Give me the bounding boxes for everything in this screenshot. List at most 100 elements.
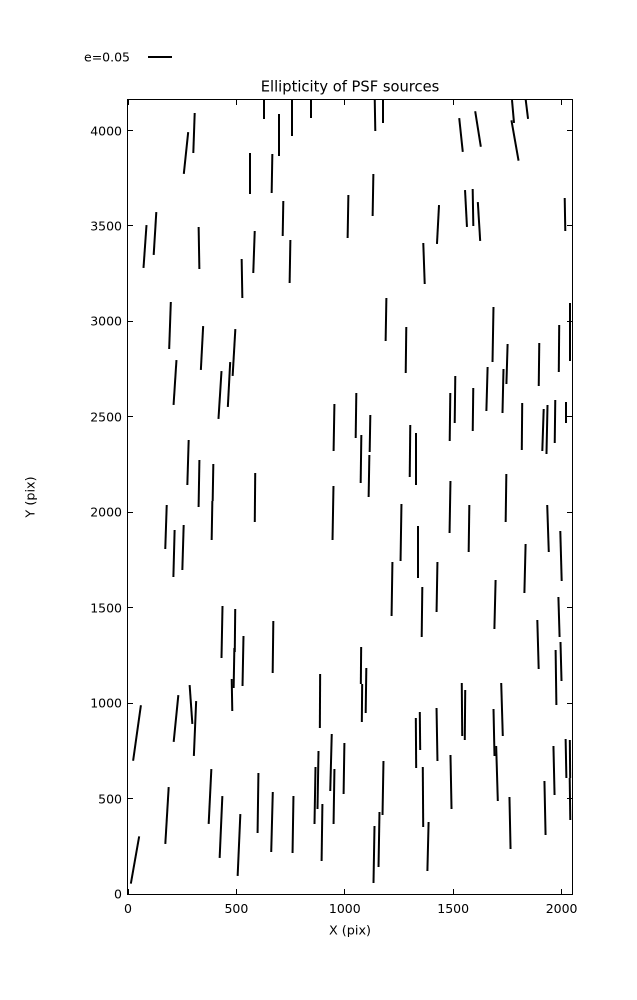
ellipticity-segment xyxy=(474,111,482,148)
ellipticity-segment xyxy=(377,812,381,868)
ellipticity-segment xyxy=(192,112,196,153)
legend-label: e=0.05 xyxy=(84,49,130,65)
ellipticity-segment xyxy=(253,473,257,523)
ellipticity-segment xyxy=(241,635,245,687)
x-tick-top xyxy=(561,100,563,105)
ellipticity-segment xyxy=(270,153,274,194)
ellipticity-segment xyxy=(182,132,190,175)
ellipticity-segment xyxy=(495,745,500,802)
x-axis-label: X (pix) xyxy=(328,923,372,939)
y-tick-right xyxy=(567,320,572,322)
ellipticity-segment xyxy=(342,743,346,795)
ellipticity-segment xyxy=(414,718,418,769)
ellipticity-segment xyxy=(256,773,260,834)
y-tick-right xyxy=(567,798,572,800)
ellipticity-segment xyxy=(448,392,451,442)
ellipticity-segment xyxy=(131,704,142,761)
ellipticity-segment xyxy=(251,230,256,273)
ellipticity-segment xyxy=(541,408,545,451)
ellipticity-segment xyxy=(188,685,194,725)
ellipticity-segment xyxy=(364,668,367,714)
ellipticity-segment xyxy=(369,414,372,452)
ellipticity-segment xyxy=(309,100,312,119)
ellipticity-segment xyxy=(554,649,557,705)
ellipticity-segment xyxy=(381,100,384,123)
ellipticity-segment xyxy=(232,648,236,689)
ellipticity-segment xyxy=(468,504,471,552)
chart-title: Ellipticity of PSF sources xyxy=(260,78,440,96)
ellipticity-segment xyxy=(282,200,285,237)
ellipticity-segment xyxy=(172,360,178,406)
ellipticity-segment xyxy=(129,835,141,884)
ellipticity-segment xyxy=(536,620,540,670)
ellipticity-segment xyxy=(236,814,241,876)
ellipticity-segment xyxy=(181,525,185,571)
ellipticity-segment xyxy=(558,530,563,581)
ellipticity-segment xyxy=(508,797,512,850)
ellipticity-segment xyxy=(142,224,148,268)
ellipticity-segment xyxy=(332,404,335,452)
ellipticity-segment xyxy=(436,205,441,244)
ellipticity-segment xyxy=(565,401,568,423)
x-tick-label: 500 xyxy=(224,901,249,916)
ellipticity-segment xyxy=(230,678,233,711)
ellipticity-segment xyxy=(249,152,252,194)
ellipticity-segment xyxy=(552,745,556,795)
ellipticity-segment xyxy=(500,682,504,736)
x-tick-bottom xyxy=(452,889,454,894)
y-tick-left xyxy=(128,893,133,894)
ellipticity-segment xyxy=(332,768,336,825)
x-tick-label: 0 xyxy=(124,901,132,916)
ellipticity-segment xyxy=(219,795,224,858)
ellipticity-segment xyxy=(318,674,321,729)
ellipticity-segment xyxy=(199,325,205,371)
x-tick-bottom xyxy=(344,889,346,894)
ellipticity-segment xyxy=(192,700,197,757)
legend-key-line xyxy=(148,56,172,59)
ellipticity-segment xyxy=(559,642,563,682)
ellipticity-segment xyxy=(208,768,213,825)
y-tick-right xyxy=(567,702,572,704)
ellipticity-segment xyxy=(449,754,453,809)
y-tick-left xyxy=(128,130,133,132)
y-tick-label: 500 xyxy=(98,791,122,807)
ellipticity-segment xyxy=(316,751,320,810)
ellipticity-segment xyxy=(435,561,439,612)
ellipticity-segment xyxy=(277,113,280,156)
ellipticity-segment xyxy=(569,303,572,362)
y-tick-left xyxy=(128,702,133,704)
ellipticity-segment xyxy=(360,683,364,722)
ellipticity-segment xyxy=(172,530,176,578)
ellipticity-segment xyxy=(210,501,214,541)
ellipticity-segment xyxy=(372,825,376,883)
ellipticity-segment xyxy=(163,505,168,550)
y-tick-left xyxy=(128,416,133,418)
ellipticity-segment xyxy=(472,387,475,432)
ellipticity-segment xyxy=(329,733,333,792)
ellipticity-segment xyxy=(359,434,362,484)
x-tick-top xyxy=(235,100,237,105)
y-tick-right xyxy=(567,130,572,132)
ellipticity-segment xyxy=(485,366,489,411)
ellipticity-segment xyxy=(463,689,467,740)
ellipticity-segment xyxy=(522,543,527,593)
ellipticity-segment xyxy=(453,376,457,424)
ellipticity-segment xyxy=(435,708,439,762)
ellipticity-segment xyxy=(320,803,324,862)
ellipticity-segment xyxy=(510,120,520,162)
ellipticity-segment xyxy=(288,239,292,283)
ellipticity-segment xyxy=(408,424,412,477)
ellipticity-segment xyxy=(168,301,173,349)
ellipticity-segment xyxy=(371,174,374,217)
ellipticity-segment xyxy=(568,739,572,778)
x-tick-top xyxy=(344,100,346,105)
x-tick-top xyxy=(452,100,454,105)
ellipticity-segment xyxy=(291,795,295,853)
x-tick-bottom xyxy=(561,889,563,894)
y-tick-left xyxy=(128,511,133,513)
y-tick-right xyxy=(567,893,572,894)
ellipticity-segment xyxy=(391,562,394,616)
plot-area xyxy=(127,99,573,895)
ellipticity-segment xyxy=(172,695,180,743)
ellipticity-segment xyxy=(231,328,237,376)
